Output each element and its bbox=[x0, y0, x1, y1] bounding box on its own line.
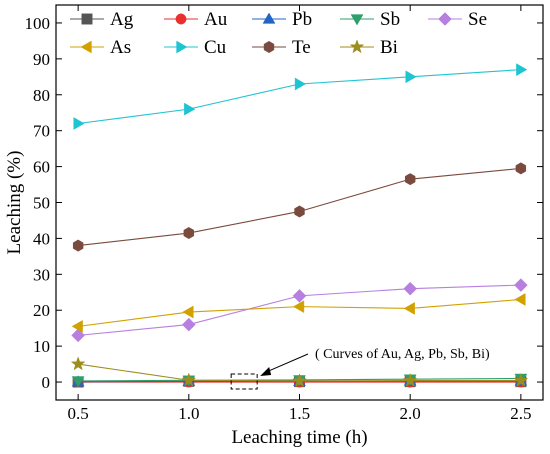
y-tick-label: 40 bbox=[33, 229, 50, 248]
x-tick-label: 2.5 bbox=[510, 404, 531, 423]
legend-marker bbox=[438, 12, 452, 26]
y-tick-label: 90 bbox=[33, 50, 50, 69]
legend-item: Se bbox=[428, 9, 487, 30]
data-point bbox=[514, 278, 528, 292]
legend-item: Te bbox=[252, 37, 311, 58]
data-point bbox=[71, 319, 83, 333]
legend-label: Ag bbox=[110, 9, 134, 30]
x-tick-label: 2.0 bbox=[400, 404, 421, 423]
annotation-arrowhead bbox=[260, 367, 272, 377]
legend-label: Au bbox=[204, 9, 228, 30]
legend-label: Te bbox=[292, 37, 311, 58]
legend-marker bbox=[80, 40, 92, 54]
legend-item: Ag bbox=[70, 9, 134, 30]
series-as bbox=[71, 293, 526, 333]
data-point bbox=[404, 173, 416, 186]
data-point bbox=[70, 356, 86, 371]
data-point bbox=[402, 372, 418, 387]
series-line bbox=[78, 69, 521, 125]
legend-item: Sb bbox=[340, 9, 400, 30]
series-bi bbox=[70, 356, 529, 388]
x-tick-label: 1.0 bbox=[178, 404, 199, 423]
data-point bbox=[513, 372, 529, 387]
y-tick-label: 30 bbox=[33, 265, 50, 284]
legend-marker bbox=[350, 14, 364, 26]
data-point bbox=[71, 328, 85, 343]
data-point bbox=[183, 227, 195, 240]
data-point bbox=[403, 281, 418, 296]
data-point bbox=[516, 63, 528, 77]
legend-label: Sb bbox=[380, 9, 400, 30]
data-point bbox=[182, 305, 194, 319]
y-tick-label: 70 bbox=[33, 122, 50, 141]
x-axis-title: Leaching time (h) bbox=[231, 427, 367, 448]
data-point bbox=[294, 77, 306, 91]
data-point bbox=[292, 373, 307, 388]
y-tick-label: 0 bbox=[42, 373, 51, 392]
legend-marker bbox=[175, 13, 187, 25]
data-point bbox=[515, 162, 527, 175]
y-tick-label: 50 bbox=[33, 194, 50, 213]
y-tick-label: 100 bbox=[25, 14, 51, 33]
data-point bbox=[294, 205, 305, 218]
legend-label: Se bbox=[468, 9, 487, 30]
legend-label: As bbox=[110, 37, 131, 58]
annotation-arrow-line bbox=[265, 353, 309, 373]
data-point bbox=[405, 70, 417, 84]
series-te bbox=[72, 162, 527, 252]
legend-marker bbox=[263, 40, 275, 54]
legend-label: Cu bbox=[204, 37, 227, 58]
legend-marker bbox=[176, 40, 188, 54]
y-axis: 0 10 20 30 40 50 60 70 80 90 100 bbox=[25, 14, 543, 392]
legend-marker bbox=[81, 13, 93, 25]
legend-marker bbox=[349, 39, 365, 54]
data-point bbox=[73, 117, 85, 130]
data-point bbox=[181, 317, 196, 332]
data-point bbox=[293, 300, 305, 314]
legend: Ag Au Pb Sb Se As Cu Te Bi bbox=[70, 9, 487, 58]
legend-label: Bi bbox=[380, 37, 398, 58]
data-point bbox=[181, 372, 197, 387]
data-point bbox=[72, 239, 84, 252]
data-point bbox=[514, 293, 526, 306]
legend-label: Pb bbox=[292, 9, 312, 30]
data-point bbox=[71, 376, 85, 388]
legend-item: As bbox=[70, 37, 131, 58]
x-axis: 0.5 1.0 1.5 2.0 2.5 bbox=[68, 5, 531, 423]
legend-item: Bi bbox=[340, 37, 398, 58]
series-se bbox=[71, 278, 528, 343]
legend-item: Au bbox=[164, 9, 228, 30]
x-tick-label: 1.5 bbox=[289, 404, 310, 423]
legend-item: Cu bbox=[164, 37, 227, 58]
annotation: ( Curves of Au, Ag, Pb, Sb, Bi) bbox=[230, 347, 490, 390]
plot-frame bbox=[55, 4, 544, 401]
annotation-box bbox=[230, 373, 258, 390]
data-point bbox=[403, 302, 415, 315]
series-cu bbox=[73, 63, 528, 130]
y-tick-label: 80 bbox=[33, 86, 50, 105]
x-tick-label: 0.5 bbox=[68, 404, 89, 423]
data-point bbox=[184, 102, 196, 116]
y-axis-title: Leaching (%) bbox=[4, 151, 25, 255]
y-tick-label: 20 bbox=[33, 301, 50, 320]
data-point bbox=[292, 289, 307, 303]
annotation-text: ( Curves of Au, Ag, Pb, Sb, Bi) bbox=[315, 347, 490, 362]
legend-marker bbox=[262, 12, 276, 24]
legend-item: Pb bbox=[252, 9, 312, 30]
y-tick-label: 10 bbox=[33, 337, 50, 356]
y-tick-label: 60 bbox=[33, 158, 50, 177]
